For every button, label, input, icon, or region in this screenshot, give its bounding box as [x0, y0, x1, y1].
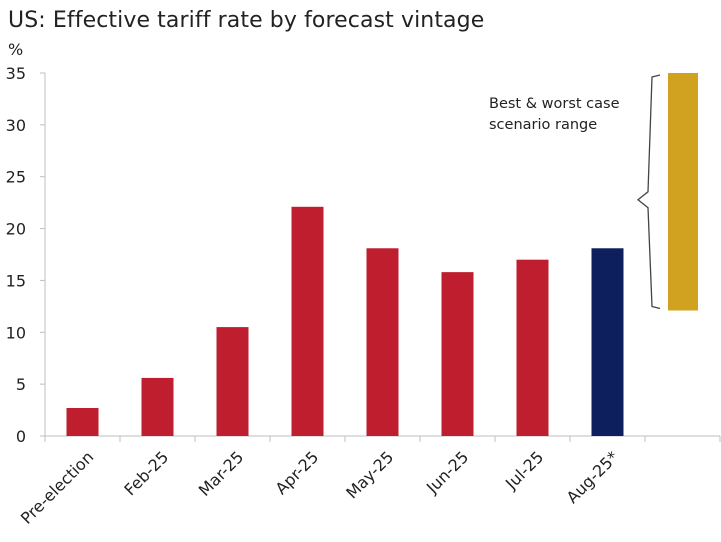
y-tick-label: 30 [6, 116, 26, 135]
bar-jul-25 [516, 259, 549, 436]
y-axis: 0 5 10 15 20 25 30 35 [6, 64, 46, 446]
scenario-range-bar [668, 73, 698, 311]
bars [66, 206, 624, 436]
x-tick-label: Apr-25 [272, 447, 323, 498]
x-tick-label: Aug-25* [563, 447, 623, 507]
y-axis-unit-label: % [8, 40, 23, 59]
x-tick-label: Feb-25 [120, 447, 172, 499]
bar-feb-25 [141, 377, 174, 436]
bar-mar-25 [216, 327, 249, 436]
y-tick-label: 20 [6, 220, 26, 239]
bar-aug-25 [591, 248, 624, 436]
bar-may-25 [366, 248, 399, 436]
y-tick-label: 35 [6, 64, 26, 83]
x-tick-label: Mar-25 [195, 447, 248, 500]
x-axis: Pre-election Feb-25 Mar-25 Apr-25 May-25 Jun-… [17, 435, 721, 528]
bar-jun-25 [441, 272, 474, 436]
x-tick-label: Jun-25 [422, 447, 472, 497]
y-tick-label: 15 [6, 271, 26, 290]
range-group: Best & worst case scenario range [489, 73, 698, 311]
bar-apr-25 [291, 206, 324, 436]
y-tick-label: 25 [6, 168, 26, 187]
chart-title: US: Effective tariff rate by forecast vi… [8, 8, 485, 33]
scenario-range-annotation: scenario range [489, 117, 597, 133]
x-tick-label: May-25 [342, 447, 397, 502]
y-tick-label: 5 [16, 375, 26, 394]
bar-pre-election [66, 407, 99, 436]
scenario-range-annotation: Best & worst case [489, 96, 620, 112]
y-tick-label: 10 [6, 323, 26, 342]
x-tick-label: Pre-election [17, 447, 97, 527]
y-tick-label: 0 [16, 427, 26, 446]
range-brace [636, 74, 661, 310]
x-tick-label: Jul-25 [501, 447, 547, 493]
